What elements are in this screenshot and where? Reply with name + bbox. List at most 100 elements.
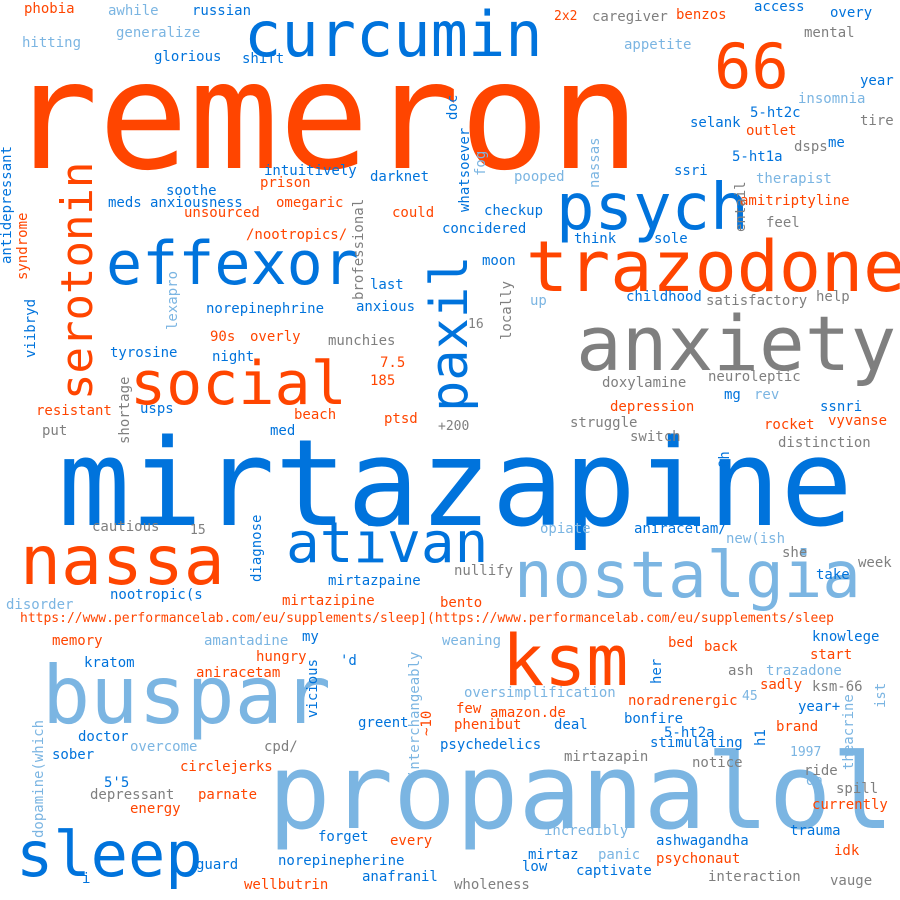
word-norepinephrine: norepinephrine (206, 301, 325, 317)
word-start: start (810, 647, 853, 663)
word-mg: mg (724, 387, 741, 403)
word-ssri: ssri (674, 163, 708, 179)
word-resistant: resistant (36, 403, 112, 419)
word-paxil: paxil (420, 255, 480, 412)
word-take: take (816, 567, 850, 583)
word-sole: sole (654, 231, 688, 247)
word-low: low (522, 859, 548, 875)
word-knowlege: knowlege (812, 629, 880, 645)
word-trazadone: trazadone (766, 663, 842, 679)
word-brofessional: brofessional (351, 198, 367, 300)
word-nostalgia: nostalgia (514, 539, 861, 613)
word-phenibut: phenibut (454, 717, 522, 733)
word-syndrome: syndrome (15, 212, 31, 280)
word-tilde-10: ~10 (419, 710, 435, 736)
word-nootropics-paren: nootropic(s (110, 587, 203, 603)
word-16: 16 (468, 317, 484, 332)
word-da: da (806, 773, 823, 789)
word-psychonaut: psychonaut (656, 851, 741, 867)
word-her: her (649, 658, 665, 684)
word-back: back (704, 639, 738, 655)
word-guard: guard (196, 857, 239, 873)
word-checkup: checkup (484, 203, 544, 219)
word-whatsoever: whatsoever (457, 127, 473, 212)
word-curcumin: curcumin (244, 0, 543, 71)
word-buspar: buspar (42, 649, 331, 742)
word-amantadine: amantadine (204, 633, 289, 649)
word-norepinepherine: norepinepherine (278, 853, 405, 869)
word-distinction: distinction (778, 435, 871, 451)
word-tire: tire (860, 113, 894, 129)
word-russian: russian (192, 3, 252, 19)
word-few: few (456, 701, 482, 717)
word-social: social (130, 349, 347, 419)
word-think: think (574, 231, 617, 247)
word-effexor: effexor (106, 229, 359, 299)
word-nassa: nassa (20, 522, 225, 601)
word-vauge: vauge (830, 873, 873, 889)
word-glorious: glorious (154, 49, 222, 65)
word-phobia: phobia (24, 1, 75, 17)
word-overy: overy (830, 5, 873, 21)
word-ksm: ksm (502, 620, 629, 702)
word-noradrenergic: noradrenergic (628, 693, 738, 709)
word-rocket: rocket (764, 417, 815, 433)
word-bento: bento (440, 595, 483, 611)
word-childhood: childhood (626, 289, 702, 305)
word-wholeness: wholeness (454, 877, 530, 893)
word-mirtaz: mirtaz (528, 847, 579, 863)
word-usps: usps (140, 401, 174, 417)
word-aniracetam-slash: aniracetam/ (634, 521, 727, 537)
word-caregiver: caregiver (592, 9, 668, 25)
word-5ht1a: 5-ht1a (732, 149, 783, 165)
word-ptsd: ptsd (384, 411, 418, 427)
word-shortage: shortage (117, 376, 133, 444)
word-ssnri: ssnri (820, 399, 863, 415)
word-panic: panic (598, 847, 641, 863)
word-notice: notice (692, 755, 743, 771)
word-anxiety: anxiety (576, 299, 897, 388)
word-depression: depression (610, 399, 695, 415)
word-psych: psych (556, 171, 749, 245)
word-help: help (816, 289, 850, 305)
word-viibryd: viibryd (23, 298, 39, 358)
word-theacrine: theacrine (841, 694, 857, 770)
word-fog: fog (473, 150, 489, 176)
word-185: 185 (370, 373, 396, 389)
word-energy: energy (130, 801, 181, 817)
word-ist: ist (873, 682, 889, 708)
word-pooped: pooped (514, 169, 565, 185)
word-oversimplification: oversimplification (464, 685, 616, 701)
word-deal: deal (554, 717, 588, 733)
word-cautious: cautious (92, 519, 160, 535)
word-plus200: +200 (438, 419, 470, 434)
word-greent: greent (358, 715, 409, 731)
word-put: put (42, 423, 68, 439)
word-doctor: doctor (78, 729, 129, 745)
word-8h: 8h (717, 451, 733, 468)
word-2x2: 2x2 (554, 9, 578, 24)
word-5ht2c: 5-ht2c (750, 105, 801, 121)
word-90s: 90s (210, 329, 236, 345)
word-h1: h1 (753, 729, 769, 746)
word-selank: selank (690, 115, 741, 131)
word-mirtazipine: mirtazipine (282, 593, 375, 609)
word-wellbutrin: wellbutrin (244, 877, 329, 893)
word-overly: overly (250, 329, 301, 345)
word-anxious: anxious (356, 299, 416, 315)
word-5-5: 5'5 (104, 775, 130, 791)
word-incredibly: incredibly (544, 823, 629, 839)
word-nassas: nassas (587, 137, 603, 188)
word-remeron: remeron (8, 30, 641, 204)
word-url: https://www.performancelab.com/eu/supple… (20, 611, 834, 626)
word-brand: brand (776, 719, 819, 735)
word-doxylamine: doxylamine (602, 375, 687, 391)
word-7-5: 7.5 (380, 355, 406, 371)
word-vicious: vicious (305, 658, 321, 718)
word-aniracetam: aniracetam (196, 665, 281, 681)
word-night: night (212, 349, 255, 365)
word-cpd: cpd/ (264, 739, 298, 755)
word-insomnia: insomnia (798, 91, 866, 107)
word-shift: shift (242, 51, 285, 67)
